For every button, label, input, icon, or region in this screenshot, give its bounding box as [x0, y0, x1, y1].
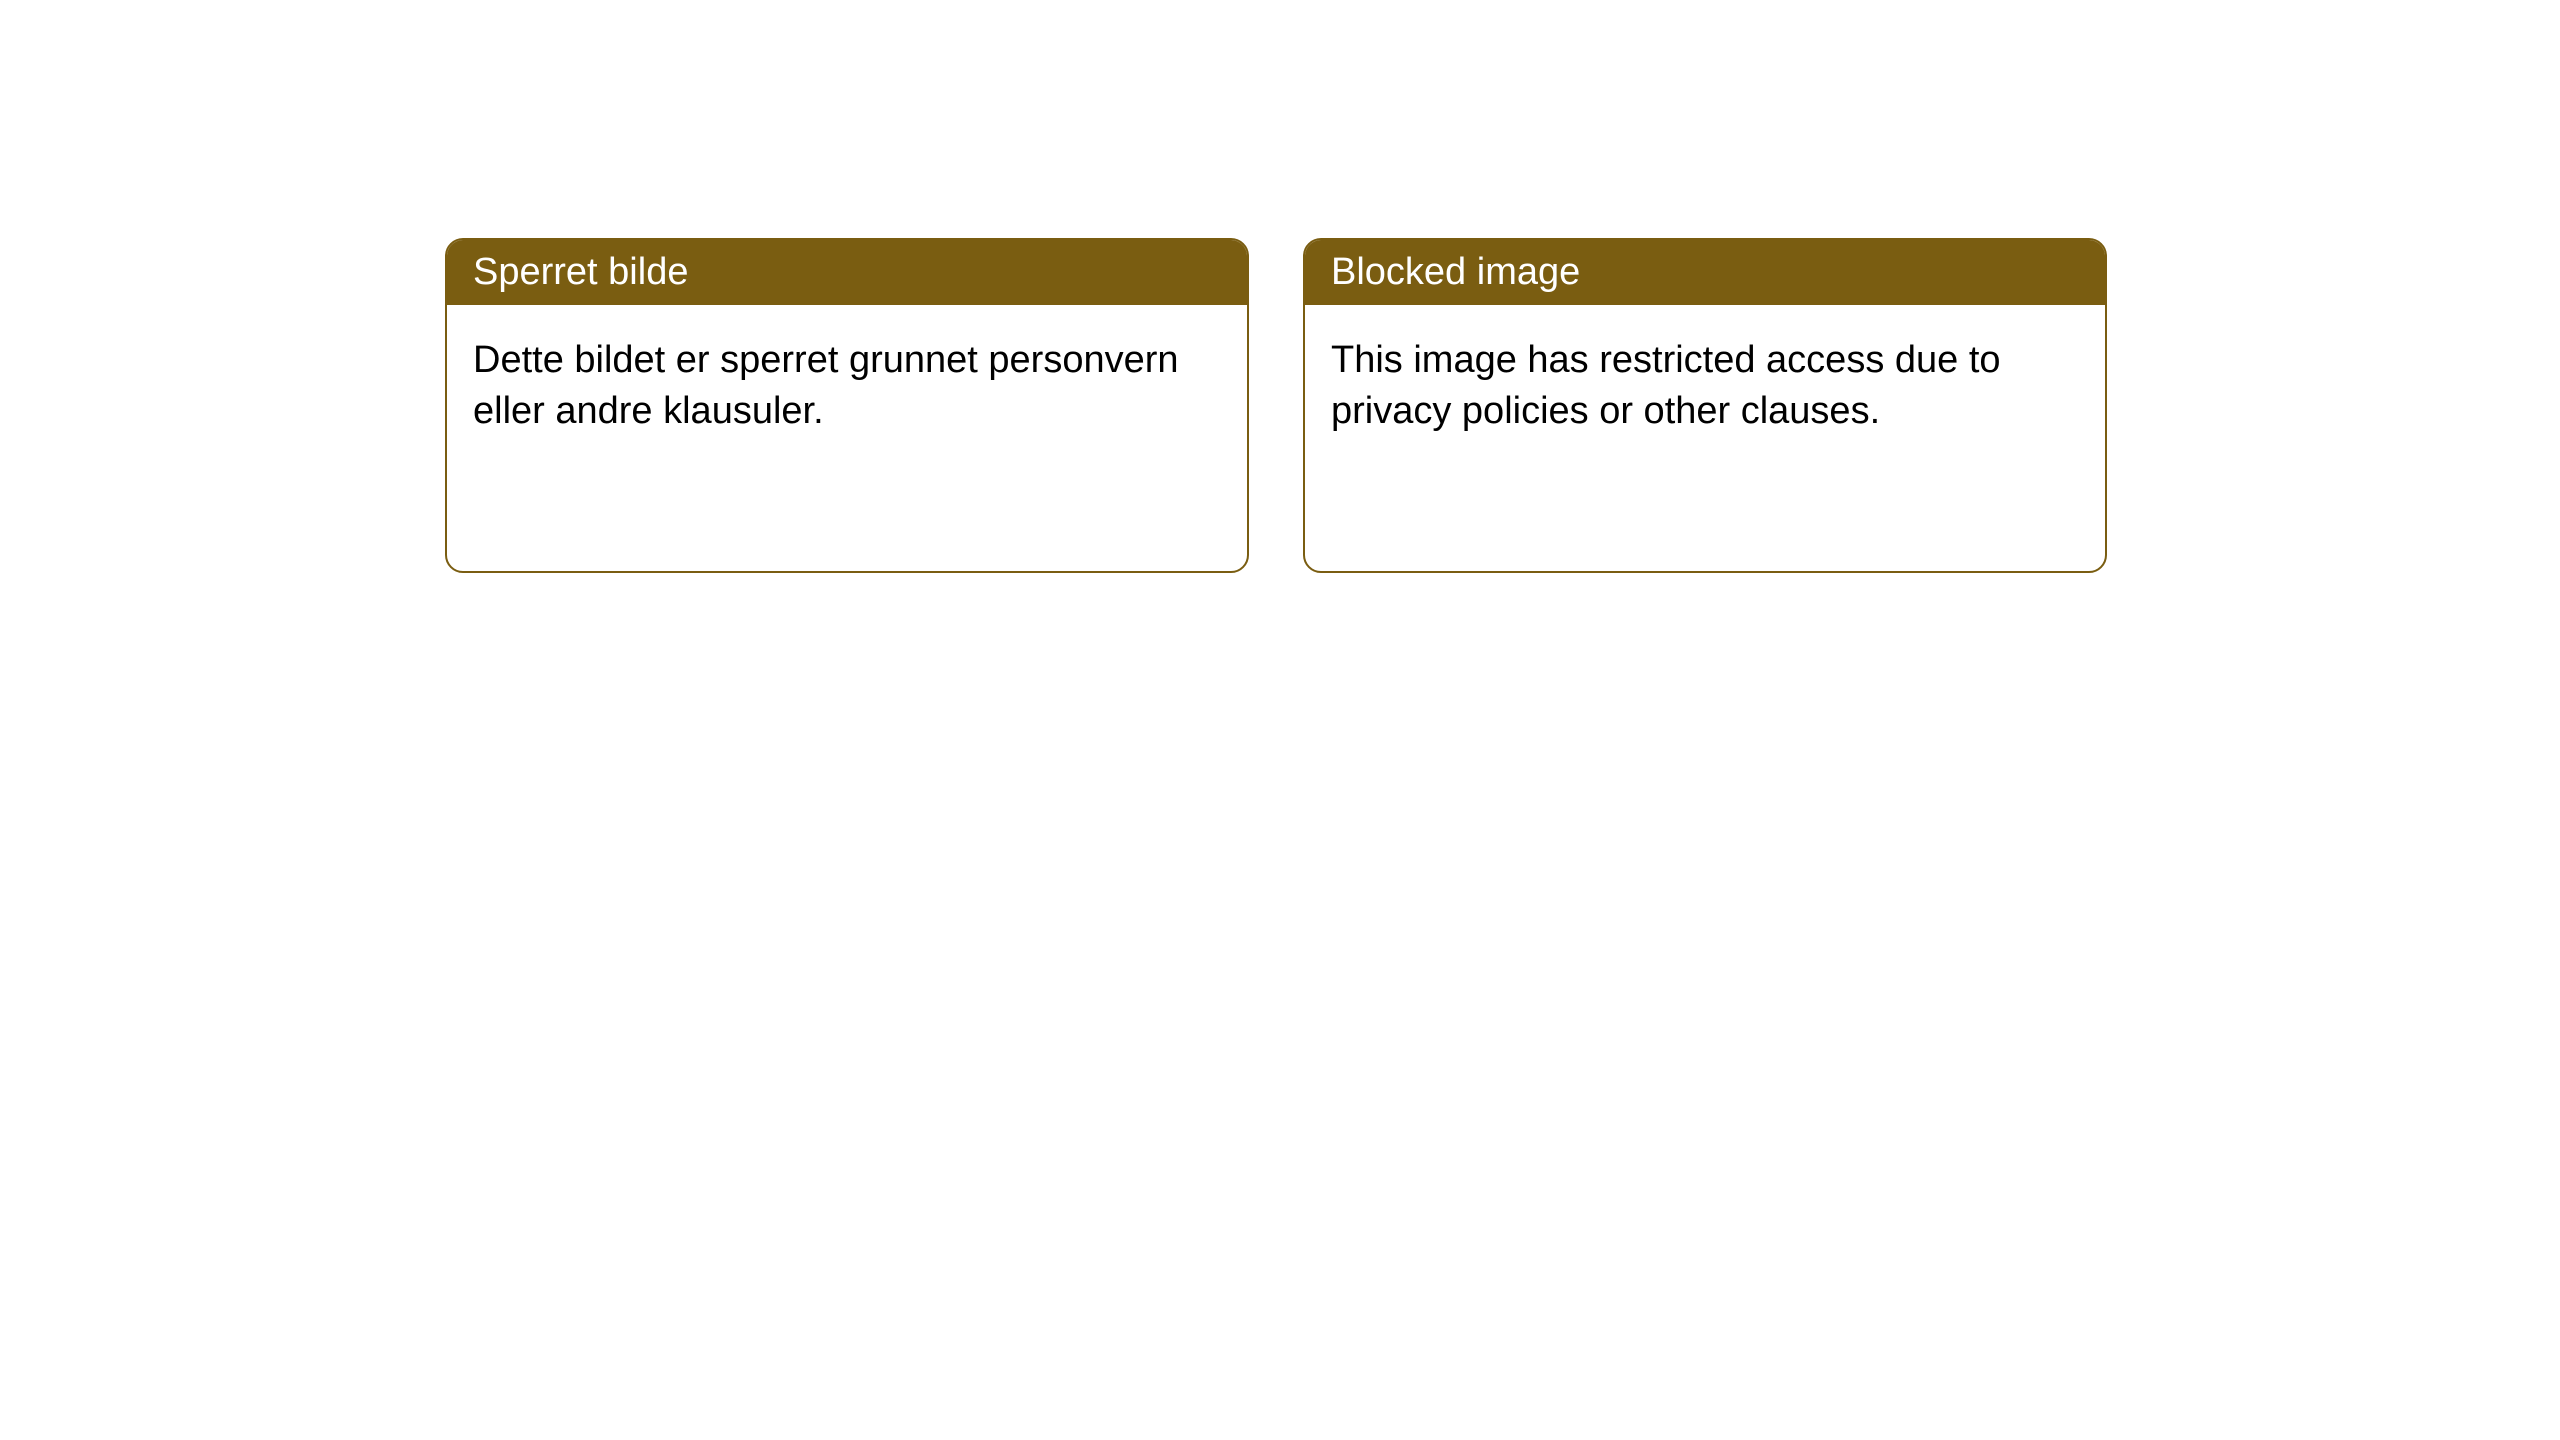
card-body: Dette bildet er sperret grunnet personve…: [447, 305, 1247, 468]
card-header: Blocked image: [1305, 240, 2105, 305]
card-title: Sperret bilde: [473, 251, 688, 293]
card-body: This image has restricted access due to …: [1305, 305, 2105, 468]
card-body-text: Dette bildet er sperret grunnet personve…: [473, 339, 1179, 432]
card-body-text: This image has restricted access due to …: [1331, 339, 2001, 432]
notice-container: Sperret bilde Dette bildet er sperret gr…: [0, 0, 2560, 573]
notice-card-norwegian: Sperret bilde Dette bildet er sperret gr…: [445, 238, 1249, 573]
card-header: Sperret bilde: [447, 240, 1247, 305]
card-title: Blocked image: [1331, 251, 1580, 293]
notice-card-english: Blocked image This image has restricted …: [1303, 238, 2107, 573]
